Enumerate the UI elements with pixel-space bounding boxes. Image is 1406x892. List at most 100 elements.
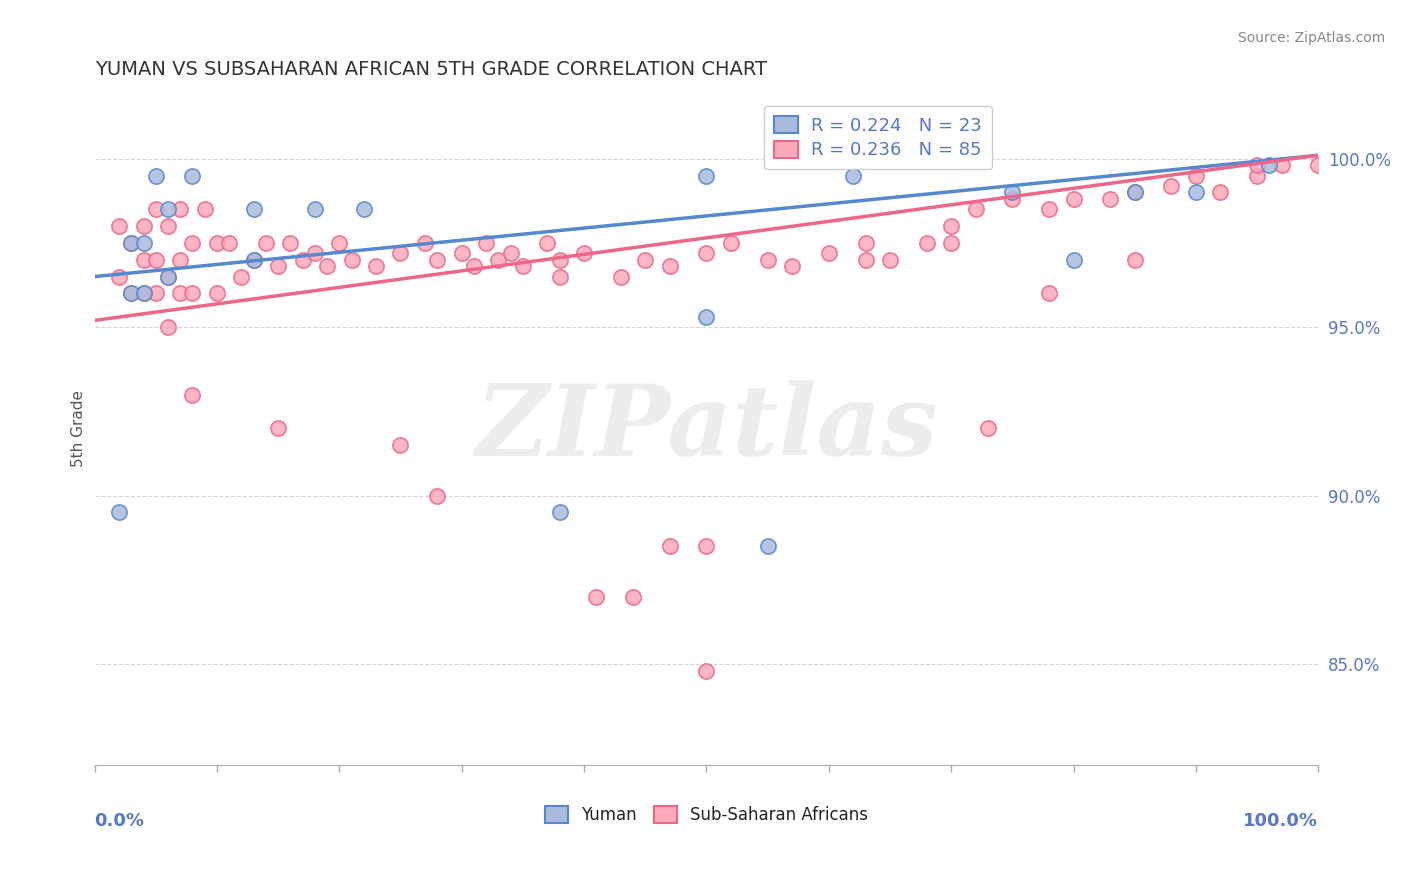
Point — [621, 590, 644, 604]
Point — [695, 310, 717, 324]
Point — [291, 252, 314, 267]
Point — [242, 252, 264, 267]
Point — [720, 235, 742, 250]
Point — [426, 252, 449, 267]
Text: ZIPatlas: ZIPatlas — [475, 380, 938, 476]
Point — [941, 235, 963, 250]
Point — [169, 252, 191, 267]
Point — [780, 260, 803, 274]
Point — [1063, 252, 1085, 267]
Point — [941, 219, 963, 233]
Point — [1099, 192, 1122, 206]
Point — [1185, 169, 1208, 183]
Point — [156, 202, 179, 217]
Point — [695, 246, 717, 260]
Point — [1160, 178, 1182, 193]
Point — [181, 286, 204, 301]
Point — [450, 246, 472, 260]
Point — [879, 252, 901, 267]
Point — [242, 202, 264, 217]
Point — [1038, 286, 1060, 301]
Point — [364, 260, 387, 274]
Point — [145, 252, 167, 267]
Point — [817, 246, 839, 260]
Point — [499, 246, 522, 260]
Text: Source: ZipAtlas.com: Source: ZipAtlas.com — [1237, 31, 1385, 45]
Point — [463, 260, 485, 274]
Point — [1270, 158, 1292, 172]
Point — [120, 235, 142, 250]
Point — [695, 169, 717, 183]
Point — [1123, 186, 1146, 200]
Point — [120, 235, 142, 250]
Point — [610, 269, 633, 284]
Point — [280, 235, 302, 250]
Text: YUMAN VS SUBSAHARAN AFRICAN 5TH GRADE CORRELATION CHART: YUMAN VS SUBSAHARAN AFRICAN 5TH GRADE CO… — [94, 60, 766, 78]
Point — [181, 235, 204, 250]
Point — [512, 260, 534, 274]
Point — [1246, 169, 1268, 183]
Point — [915, 235, 938, 250]
Point — [132, 219, 155, 233]
Point — [634, 252, 657, 267]
Point — [585, 590, 607, 604]
Point — [304, 246, 326, 260]
Point — [108, 506, 131, 520]
Point — [486, 252, 509, 267]
Point — [181, 387, 204, 401]
Point — [242, 252, 264, 267]
Point — [1123, 252, 1146, 267]
Point — [145, 169, 167, 183]
Point — [218, 235, 240, 250]
Point — [156, 269, 179, 284]
Point — [1258, 158, 1281, 172]
Point — [304, 202, 326, 217]
Point — [389, 246, 412, 260]
Point — [855, 252, 877, 267]
Point — [340, 252, 363, 267]
Point — [1308, 158, 1330, 172]
Point — [156, 320, 179, 334]
Point — [389, 438, 412, 452]
Point — [108, 269, 131, 284]
Point — [1001, 192, 1024, 206]
Point — [316, 260, 339, 274]
Point — [695, 539, 717, 553]
Point — [169, 202, 191, 217]
Point — [413, 235, 436, 250]
Point — [695, 664, 717, 678]
Point — [1209, 186, 1232, 200]
Point — [328, 235, 350, 250]
Point — [965, 202, 987, 217]
Point — [181, 169, 204, 183]
Point — [658, 260, 681, 274]
Point — [108, 219, 131, 233]
Point — [548, 269, 571, 284]
Point — [1185, 186, 1208, 200]
Legend: Yuman, Sub-Saharan Africans: Yuman, Sub-Saharan Africans — [538, 799, 875, 831]
Point — [756, 252, 779, 267]
Point — [194, 202, 217, 217]
Point — [658, 539, 681, 553]
Point — [132, 252, 155, 267]
Point — [842, 169, 865, 183]
Point — [132, 286, 155, 301]
Point — [548, 506, 571, 520]
Point — [156, 269, 179, 284]
Point — [120, 286, 142, 301]
Point — [1038, 202, 1060, 217]
Point — [267, 260, 290, 274]
Point — [572, 246, 595, 260]
Point — [169, 286, 191, 301]
Text: 100.0%: 100.0% — [1243, 813, 1319, 830]
Point — [1001, 186, 1024, 200]
Point — [548, 252, 571, 267]
Point — [977, 421, 1000, 435]
Point — [855, 235, 877, 250]
Point — [426, 489, 449, 503]
Point — [353, 202, 375, 217]
Point — [132, 235, 155, 250]
Point — [231, 269, 253, 284]
Point — [205, 235, 228, 250]
Point — [536, 235, 558, 250]
